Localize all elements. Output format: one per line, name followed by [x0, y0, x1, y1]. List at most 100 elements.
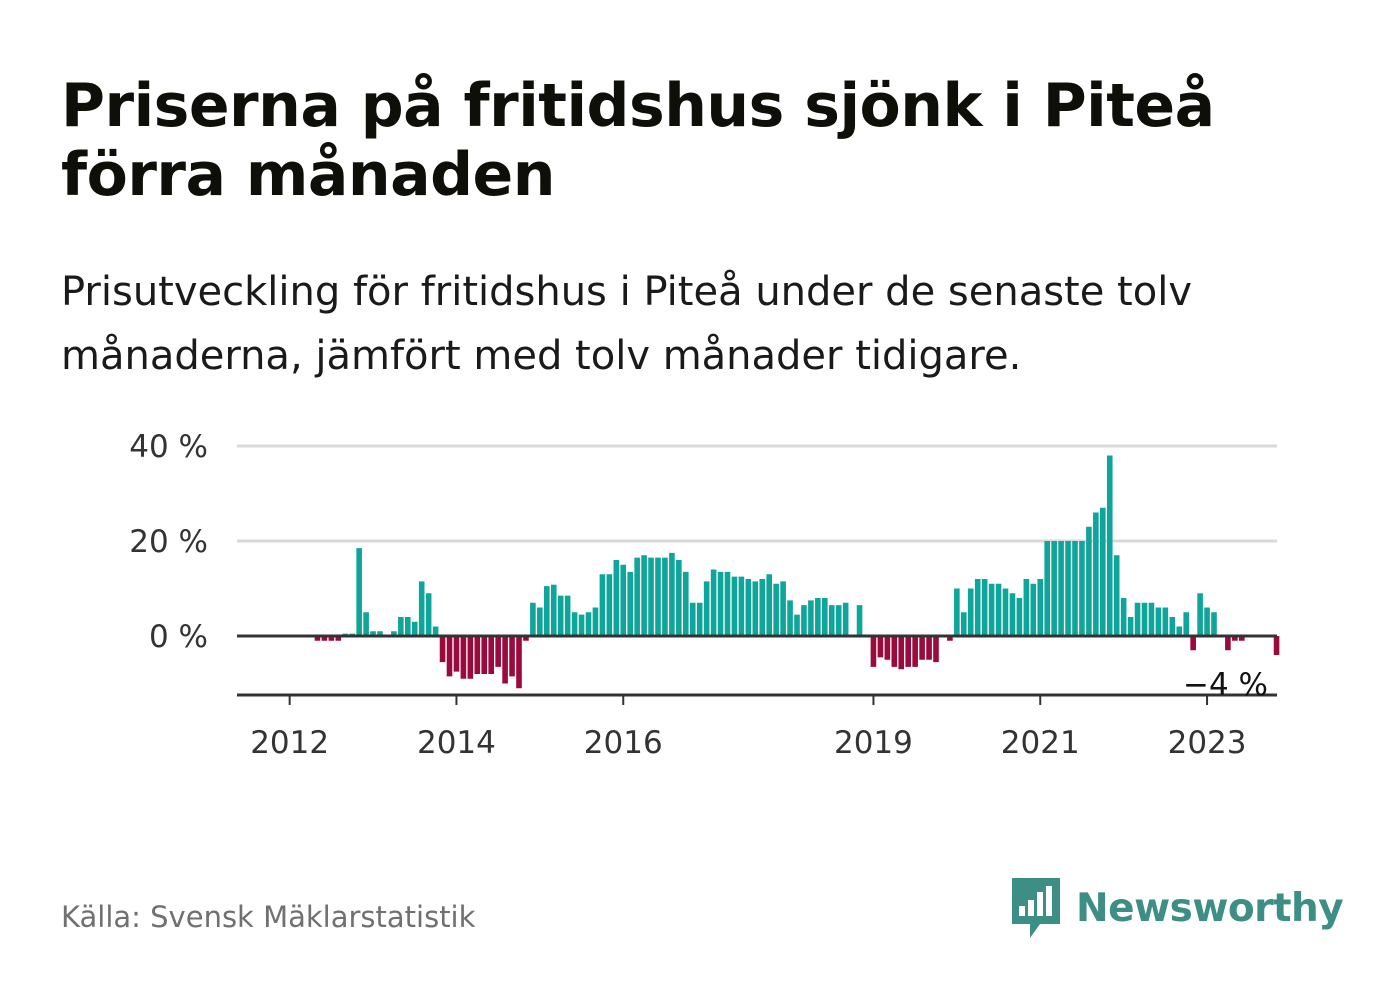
bar [1155, 607, 1162, 636]
bar [453, 636, 460, 672]
bar-chart-logo-icon [1012, 878, 1060, 938]
bar [1204, 607, 1210, 636]
bar [752, 581, 759, 636]
bar [398, 617, 404, 636]
bar [773, 583, 779, 636]
x-tick-label: 2012 [250, 725, 329, 761]
bar [1273, 636, 1280, 655]
bar [1120, 598, 1127, 636]
bar [655, 557, 661, 636]
bar [516, 636, 522, 689]
last-value-label: −4 % [1183, 667, 1268, 703]
bar [683, 571, 689, 636]
bar [425, 593, 432, 636]
bar [474, 636, 481, 674]
bar [669, 552, 675, 636]
bar [1002, 588, 1009, 636]
bar [537, 607, 543, 636]
y-tick-label: 20 % [129, 524, 208, 560]
bar [495, 636, 501, 667]
x-tick-label: 2023 [1168, 725, 1247, 761]
bar [988, 583, 995, 636]
bar [947, 636, 953, 641]
bar [544, 586, 550, 636]
bar [1037, 579, 1044, 636]
bar [801, 605, 807, 636]
bar [578, 614, 585, 636]
bar [648, 557, 654, 636]
bar [870, 636, 877, 667]
bar [1009, 593, 1016, 636]
bar [738, 576, 745, 636]
bar [356, 548, 362, 636]
bar [1058, 541, 1064, 636]
bar [557, 595, 564, 636]
bar [954, 588, 960, 636]
x-tick-label: 2021 [1001, 725, 1080, 761]
bar [745, 579, 752, 636]
bar [905, 636, 911, 667]
bar [467, 636, 474, 679]
bar [432, 626, 439, 636]
bar [662, 557, 668, 636]
bar [606, 574, 613, 636]
bar [822, 598, 828, 636]
bar [1106, 455, 1113, 636]
bar [634, 557, 640, 636]
bar [912, 636, 918, 667]
bar [321, 636, 328, 641]
bar [370, 631, 376, 636]
bar [411, 621, 418, 636]
bar [1176, 626, 1183, 636]
bar [418, 581, 425, 636]
bar [780, 581, 786, 636]
bar [933, 636, 939, 663]
bar [926, 636, 932, 660]
bar [1086, 526, 1092, 636]
bar [460, 636, 467, 679]
x-tick-label: 2016 [584, 725, 663, 761]
bar [446, 636, 453, 677]
bar [335, 636, 342, 641]
bar [1141, 602, 1148, 636]
bar [328, 636, 335, 641]
bar [1030, 583, 1037, 636]
bar [377, 631, 383, 636]
bar [1113, 555, 1120, 636]
bar [1239, 636, 1245, 641]
bar [488, 636, 494, 674]
bar [1225, 636, 1231, 651]
source-note: Källa: Svensk Mäklarstatistik [61, 900, 476, 934]
bar [808, 600, 814, 636]
bar [703, 581, 710, 636]
bar [995, 583, 1002, 636]
bar [1072, 541, 1078, 636]
bar [710, 569, 717, 636]
bar [1169, 617, 1176, 636]
chart-subtitle: Prisutveckling för fritidshus i Piteå un… [61, 269, 1192, 379]
bar [363, 612, 369, 636]
bar [1183, 612, 1189, 636]
bar [1051, 541, 1057, 636]
bar [842, 602, 849, 636]
y-tick-label: 0 % [149, 619, 208, 655]
x-tick-label: 2019 [834, 725, 913, 761]
bar [439, 636, 446, 663]
bar [391, 631, 397, 636]
bar [1093, 512, 1099, 636]
bar [724, 571, 731, 636]
bar [1065, 541, 1071, 636]
bar [1127, 617, 1134, 636]
brand-name: Newsworthy [1076, 885, 1344, 931]
bar [766, 574, 772, 636]
bar [856, 605, 863, 636]
bar [717, 571, 724, 636]
bar [877, 636, 884, 658]
bar [884, 636, 891, 660]
bar [1016, 598, 1023, 636]
bar [523, 636, 529, 641]
bar [641, 555, 647, 636]
bar [787, 600, 793, 636]
chart-title: Priserna på fritidshus sjönk i Piteå för… [61, 71, 1215, 210]
bar [794, 614, 800, 636]
